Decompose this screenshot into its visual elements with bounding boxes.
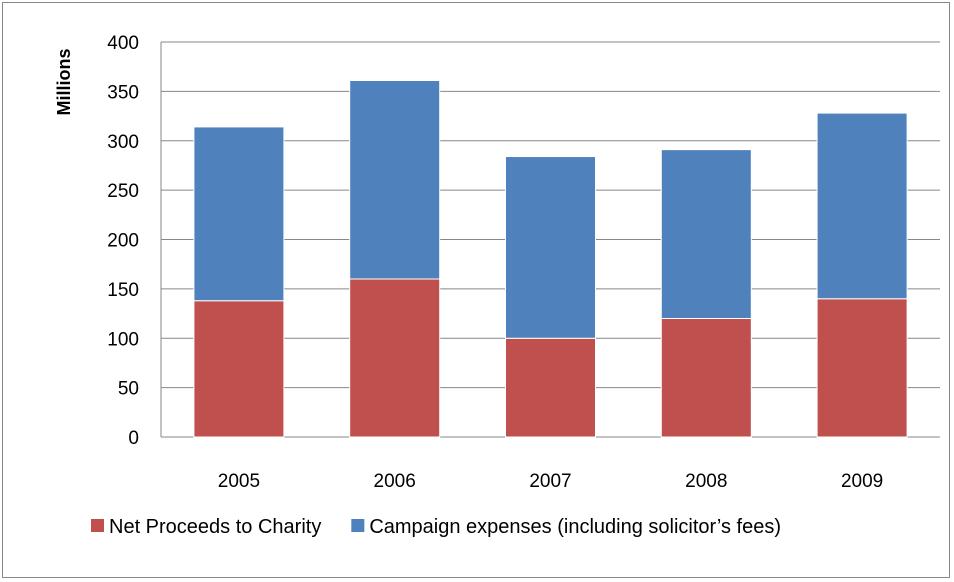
legend-item-net-proceeds: Net Proceeds to Charity: [91, 516, 321, 538]
y-axis-ticks: 0 50 100 150 200 250 300 350 400: [107, 33, 139, 449]
legend-swatch: [91, 519, 104, 532]
y-tick-label: 0: [128, 428, 139, 449]
x-tick-label: 2007: [529, 471, 571, 492]
x-tick-label: 2009: [841, 471, 883, 492]
bar-segment-net-proceeds-2008: [660, 318, 752, 438]
y-tick-label: 50: [118, 379, 139, 400]
y-tick-label: 100: [107, 329, 139, 350]
legend-label: Net Proceeds to Charity: [109, 516, 321, 538]
bar-segment-campaign-expenses-2007: [505, 156, 596, 339]
y-tick-label: 400: [107, 33, 139, 54]
y-tick-label: 350: [107, 82, 139, 103]
y-tick-label: 200: [107, 231, 139, 252]
x-tick-label: 2008: [685, 471, 727, 492]
x-tick-label: 2006: [374, 471, 416, 492]
bar-segment-campaign-expenses-2008: [660, 149, 752, 319]
bar-segment-net-proceeds-2006: [349, 278, 441, 438]
legend: Net Proceeds to Charity Campaign expenses…: [91, 516, 781, 538]
bars: [193, 80, 908, 438]
y-tick-label: 250: [107, 181, 139, 202]
y-tick-label: 300: [107, 132, 139, 153]
bar-segment-campaign-expenses-2006: [349, 80, 441, 280]
bar-segment-campaign-expenses-2009: [816, 112, 908, 300]
x-axis-ticks: 2005 2006 2007 2008 2009: [218, 471, 883, 492]
bar-segment-net-proceeds-2005: [193, 300, 285, 438]
legend-swatch: [351, 519, 365, 532]
y-axis-label: Millions: [54, 49, 74, 116]
bar-segment-net-proceeds-2009: [816, 298, 908, 438]
y-tick-label: 150: [107, 280, 139, 301]
legend-item-campaign-expenses: Campaign expenses (including solicitor’s…: [351, 516, 781, 538]
legend-label: Campaign expenses (including solicitor’s…: [369, 516, 781, 538]
bar-segment-campaign-expenses-2005: [193, 126, 285, 302]
x-tick-label: 2005: [218, 471, 260, 492]
bar-segment-net-proceeds-2007: [505, 337, 596, 438]
